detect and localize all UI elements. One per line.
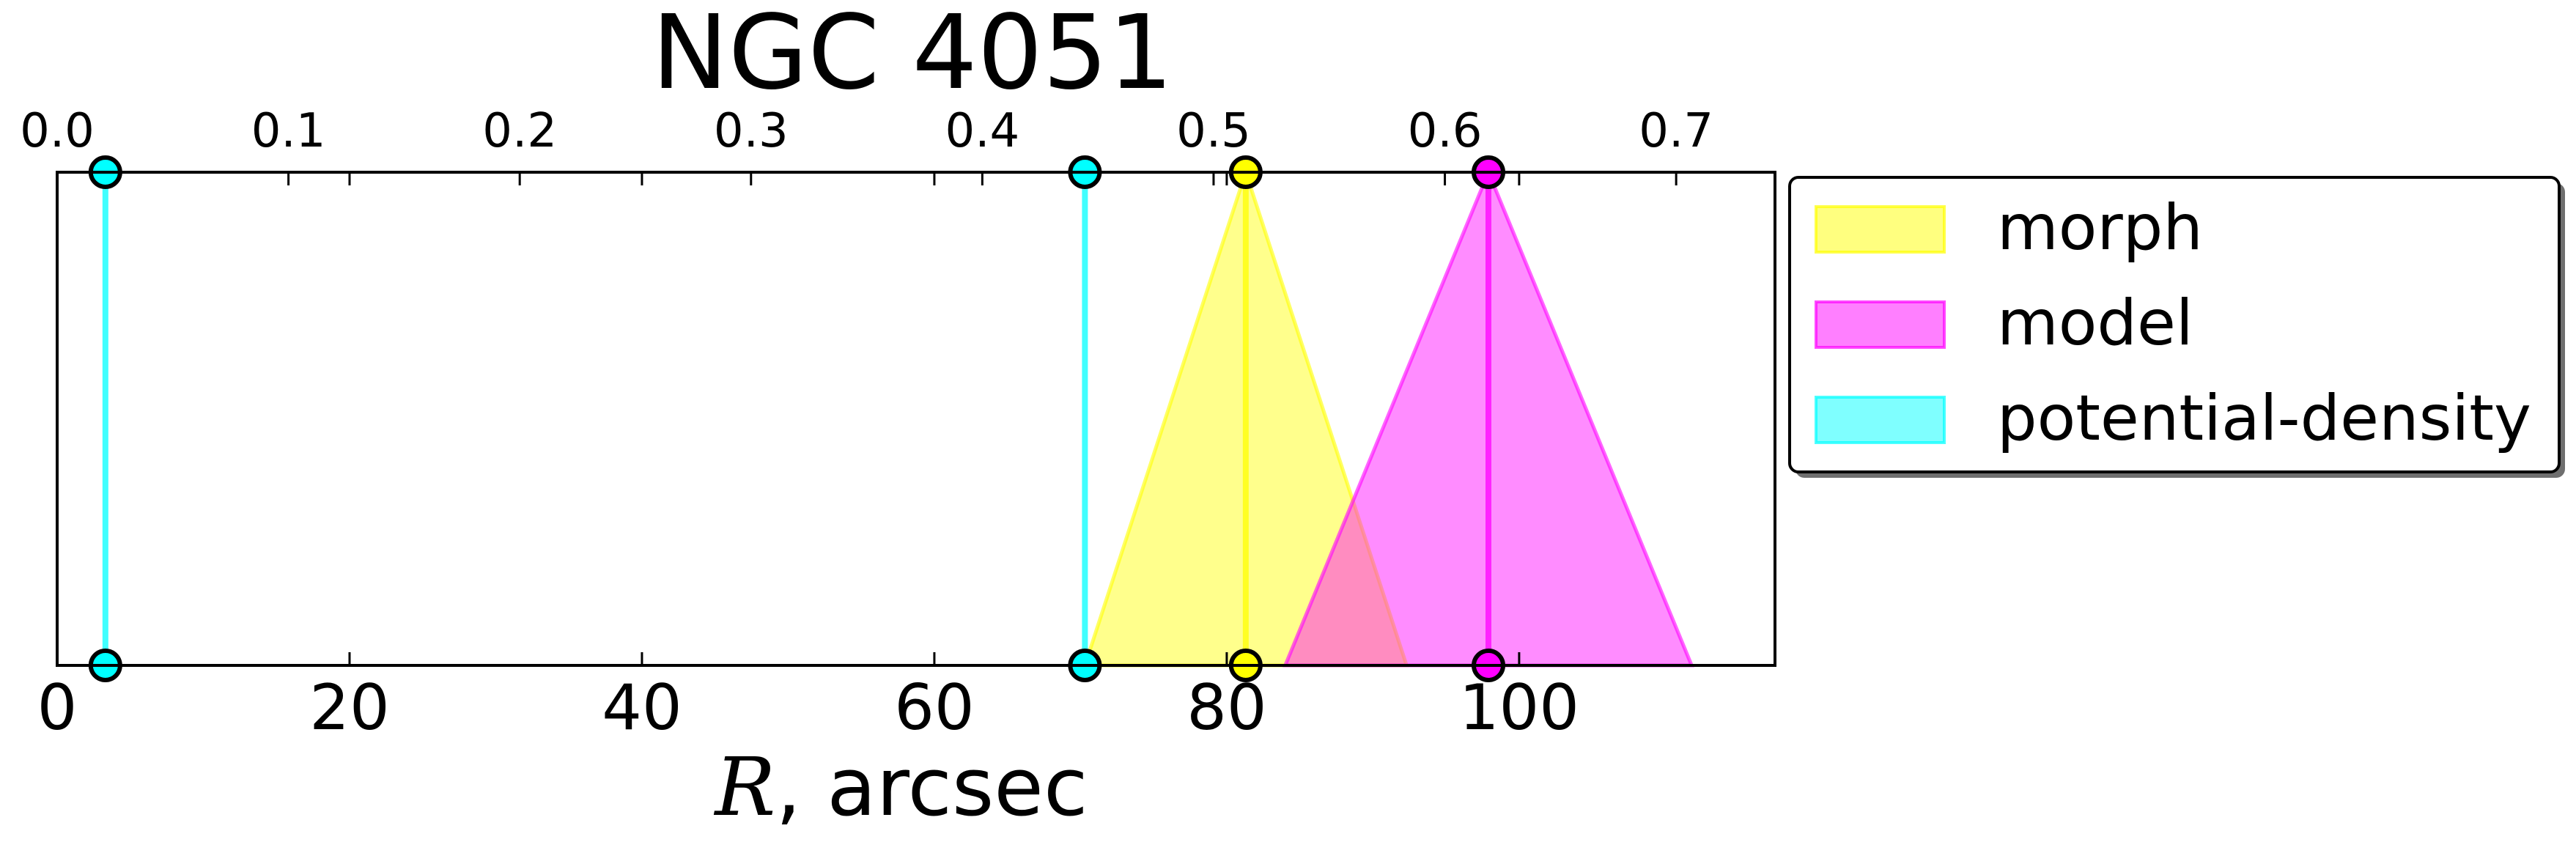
legend: morph model potential-density	[1788, 176, 2565, 478]
top-axis-tick-label: 0.2	[482, 104, 557, 158]
plot-area	[88, 155, 1695, 682]
plot-frame	[56, 171, 1776, 667]
top-axis-tick-label: 0.1	[251, 104, 326, 158]
x-tick-label: 40	[602, 671, 682, 745]
x-axis-label-variable: R	[714, 740, 776, 834]
top-axis-tick-label: 0.3	[714, 104, 789, 158]
top-axis-tick-label: 0.0	[20, 104, 95, 158]
legend-label-potential-density: potential-density	[1997, 382, 2531, 455]
x-tick-label: 0	[37, 671, 78, 745]
x-tick-label: 100	[1459, 671, 1579, 745]
legend-box	[1788, 176, 2561, 473]
legend-items: morph model potential-density	[1815, 191, 2531, 455]
top-axis-tick-label: 0.5	[1176, 104, 1251, 158]
legend-swatch-model	[1815, 300, 1946, 349]
x-tick-label: 60	[894, 671, 974, 745]
x-tick-label: 20	[309, 671, 389, 745]
x-axis-label: R, arcsec	[714, 740, 1088, 834]
legend-swatch-potential-density	[1815, 396, 1946, 444]
top-axis-tick-label: 0.4	[945, 104, 1019, 158]
legend-label-model: model	[1997, 287, 2193, 360]
top-axis-tick-label: 0.7	[1639, 104, 1713, 158]
chart-title: NGC 4051	[652, 0, 1173, 113]
legend-label-morph: morph	[1997, 191, 2203, 265]
x-tick-label: 80	[1186, 671, 1266, 745]
legend-swatch-morph	[1815, 205, 1946, 254]
axis-ticks: 0 20 40 60 80 100 0.0 0.1 0.2 0.3 0.4 0.5 0.6 0.7	[20, 104, 1713, 745]
x-axis-label-unit: , arcsec	[775, 740, 1088, 834]
top-axis-tick-label: 0.6	[1408, 104, 1483, 158]
